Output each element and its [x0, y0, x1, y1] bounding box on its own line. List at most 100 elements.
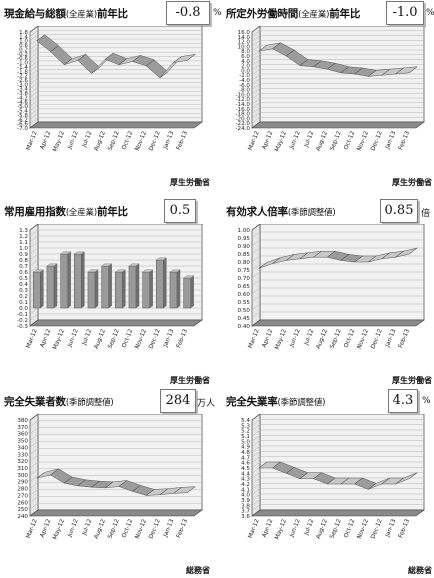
- y-tick-label: 3.8: [241, 503, 250, 509]
- bar-face: [128, 265, 137, 309]
- current-value-box: 0.85: [380, 199, 418, 223]
- x-tick-label: Mar-12: [248, 328, 261, 349]
- y-tick-label: 1.0: [19, 246, 28, 252]
- bar-top: [73, 251, 85, 255]
- bar-side: [149, 269, 153, 309]
- y-tick-label: 0.2: [19, 294, 28, 300]
- gridline: [251, 279, 424, 287]
- bar-side: [40, 269, 44, 309]
- bar-side: [108, 263, 112, 309]
- y-tick-label: -20.0: [236, 116, 251, 122]
- y-tick-label: 8.0: [241, 49, 250, 55]
- gridline: [251, 97, 424, 105]
- x-tick-label: May-12: [52, 328, 66, 350]
- x-tick-label: Aug-12: [94, 130, 107, 152]
- gridline: [29, 78, 202, 85]
- gridline: [251, 477, 424, 485]
- y-tick-label: -1.4: [17, 65, 28, 71]
- line-chart-unemployment-rate: 5.45.35.25.15.04.94.84.74.64.54.44.34.24…: [241, 414, 425, 541]
- gridline: [29, 86, 202, 94]
- bar: [73, 251, 85, 309]
- data-point: [409, 247, 418, 255]
- x-tick-label: Nov-12: [357, 130, 370, 152]
- gridline: [29, 51, 202, 59]
- x-tick-label: Apr-12: [262, 518, 275, 538]
- value-unit: 万人: [197, 399, 216, 409]
- y-tick-label: 4.4: [241, 471, 250, 477]
- x-tick-label: Aug-12: [316, 328, 329, 350]
- gridline: [251, 472, 424, 479]
- y-tick-label: -7.0: [17, 126, 28, 132]
- data-point: [50, 468, 59, 476]
- gridline: [29, 454, 202, 462]
- y-tick-label: 0.80: [238, 260, 251, 266]
- gridline: [29, 43, 202, 50]
- bar: [32, 269, 44, 309]
- data-point: [354, 67, 363, 75]
- bar-side: [176, 269, 181, 309]
- y-tick-label: 1.00: [238, 228, 251, 234]
- gridline: [251, 30, 424, 38]
- bar: [60, 251, 72, 309]
- data-point: [313, 251, 322, 258]
- gridline: [29, 117, 202, 124]
- bar-side: [135, 263, 140, 309]
- gridline: [29, 229, 202, 237]
- y-tick-label: -22.0: [236, 121, 251, 127]
- x-tick-label: Dec-12: [148, 518, 161, 540]
- line-chart-job-ratio: 1.00 0.95 0.90 0.85 0.80 0.75 0.70 0.65 0.60 0.55…: [238, 224, 425, 351]
- data-point: [368, 255, 377, 263]
- gridline: [251, 54, 424, 61]
- bar-side: [190, 275, 194, 309]
- data-point: [381, 252, 390, 259]
- data-point: [258, 461, 267, 469]
- x-tick-label: Mar-12: [26, 328, 39, 349]
- gridline: [251, 116, 424, 124]
- y-tick-label: 0.65: [238, 284, 251, 290]
- gridline: [251, 456, 424, 463]
- bar-top: [114, 269, 126, 273]
- gridline: [251, 49, 424, 57]
- y-tick-label: 0.4: [19, 282, 28, 288]
- x-tick-label: Jul-12: [303, 518, 315, 537]
- y-tick-label: 4.2: [241, 482, 250, 488]
- gridline: [29, 259, 202, 267]
- x-tick-label: May-12: [274, 328, 288, 350]
- y-tick-label: 4.5: [241, 466, 250, 472]
- bar-face: [169, 271, 178, 309]
- gridline: [251, 88, 424, 95]
- bar: [46, 263, 58, 309]
- y-tick-label: 330: [17, 452, 28, 458]
- gridline: [29, 73, 202, 81]
- data-point: [173, 487, 182, 494]
- y-tick-label: -4.6: [17, 100, 28, 106]
- y-tick-label: -2.6: [17, 78, 28, 84]
- y-tick-label: -6.2: [17, 117, 28, 123]
- data-point: [91, 481, 100, 488]
- x-tick-label: Aug-12: [316, 518, 329, 540]
- data-point: [299, 472, 308, 479]
- y-tick-label: 4.7: [241, 455, 250, 461]
- x-tick-label: Sep-12: [107, 328, 120, 349]
- y-tick-label: -0.2: [17, 52, 28, 58]
- y-tick-label: 4.8: [241, 450, 250, 456]
- source-label: 厚生労働省: [170, 376, 210, 385]
- data-point: [409, 472, 418, 479]
- bar: [114, 269, 126, 309]
- x-tick-label: Sep-12: [329, 328, 342, 349]
- chart-title: 常用雇用指数(全産業)前年比: [4, 206, 128, 218]
- bar-top: [155, 257, 167, 261]
- gridline: [29, 265, 202, 273]
- x-tick-label: Mar-12: [26, 130, 39, 151]
- source-label: 厚生労働省: [170, 178, 210, 187]
- data-point: [286, 254, 295, 261]
- x-tick-label: Oct-12: [121, 130, 134, 151]
- x-tick-label: Jun-12: [67, 328, 80, 349]
- gridline: [29, 104, 202, 111]
- y-tick-label: 0.0: [19, 306, 28, 312]
- x-tick-label: May-12: [52, 130, 66, 152]
- y-tick-label: 0.60: [238, 292, 251, 298]
- floor: [251, 509, 425, 517]
- data-point: [395, 251, 404, 258]
- y-tick-label: 4.0: [241, 493, 250, 499]
